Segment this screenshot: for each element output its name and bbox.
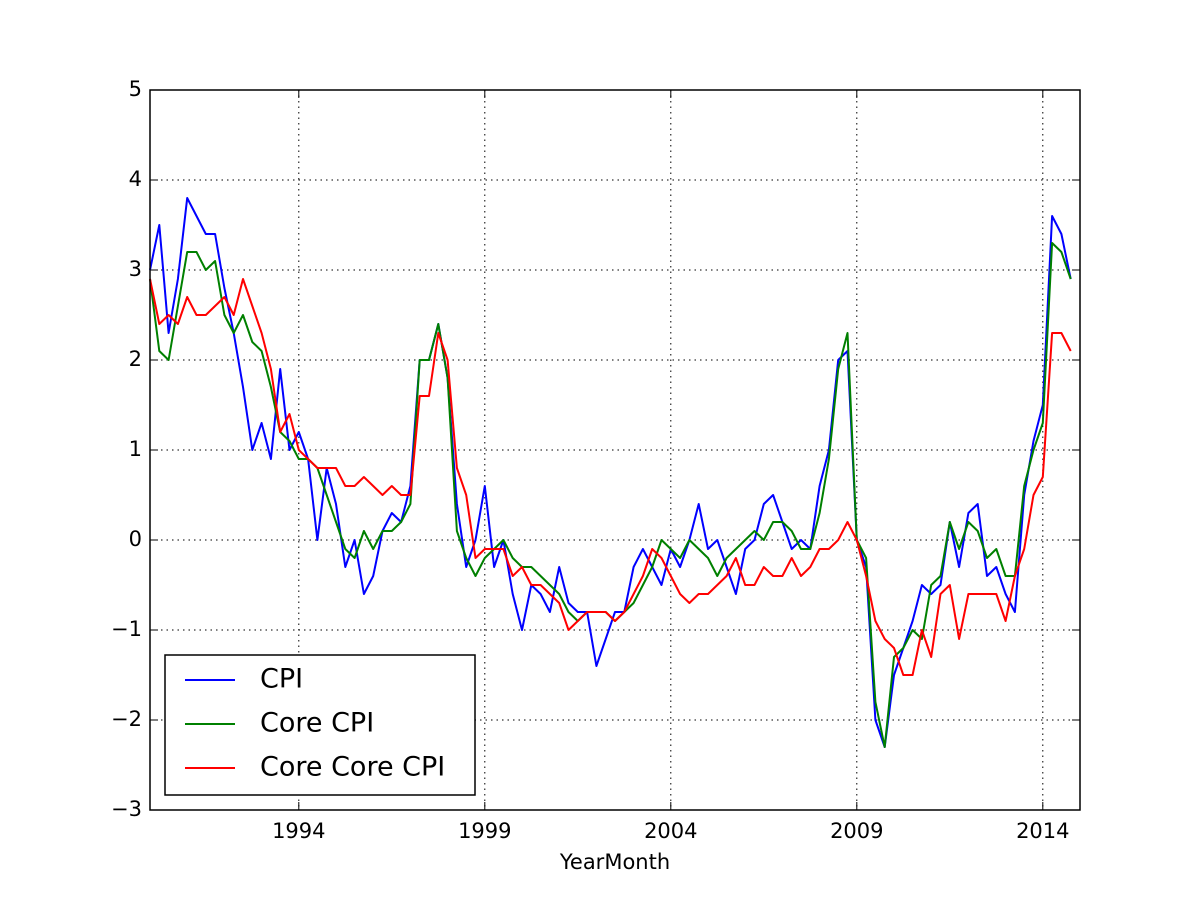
y-tick-label: −1 — [111, 617, 142, 641]
series-line — [149, 278, 1072, 676]
y-tick-label: 4 — [129, 167, 142, 191]
x-tick-label: 2004 — [644, 819, 697, 843]
legend-label: CPI — [260, 664, 303, 695]
legend-label: Core CPI — [260, 708, 374, 739]
legend-label: Core Core CPI — [260, 752, 445, 783]
y-tick-label: 3 — [129, 257, 142, 281]
y-tick-label: 1 — [129, 437, 142, 461]
x-tick-label: 2009 — [830, 819, 883, 843]
x-tick-label: 1999 — [458, 819, 511, 843]
y-tick-label: 5 — [129, 77, 142, 101]
y-tick-label: −3 — [111, 797, 142, 821]
y-tick-label: 0 — [129, 527, 142, 551]
y-tick-label: −2 — [111, 707, 142, 731]
x-tick-label: 2014 — [1016, 819, 1069, 843]
x-axis-label: YearMonth — [559, 850, 670, 874]
plot-frame — [149, 89, 1081, 811]
x-tick-label: 1994 — [272, 819, 325, 843]
series-line — [149, 197, 1072, 748]
y-tick-label: 2 — [129, 347, 142, 371]
